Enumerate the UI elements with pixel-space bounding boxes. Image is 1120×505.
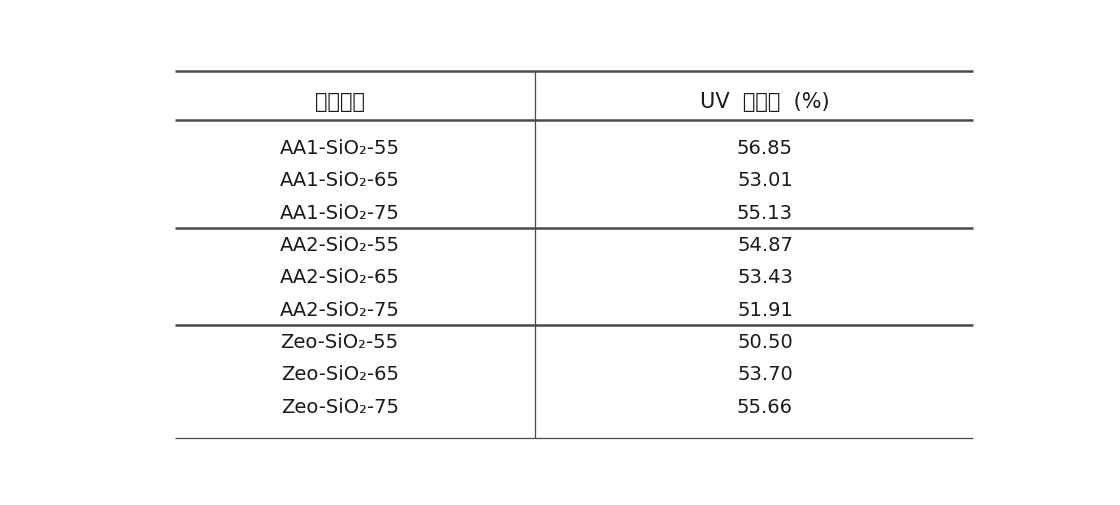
Text: 53.01: 53.01 bbox=[737, 171, 793, 190]
Text: 55.13: 55.13 bbox=[737, 203, 793, 222]
Text: 53.70: 53.70 bbox=[737, 365, 793, 383]
Text: 50.50: 50.50 bbox=[737, 332, 793, 351]
Text: AA1-SiO₂-65: AA1-SiO₂-65 bbox=[280, 171, 400, 190]
Text: 51.91: 51.91 bbox=[737, 300, 793, 319]
Text: Zeo-SiO₂-55: Zeo-SiO₂-55 bbox=[281, 332, 399, 351]
Text: 55.66: 55.66 bbox=[737, 397, 793, 416]
Text: AA2-SiO₂-75: AA2-SiO₂-75 bbox=[280, 300, 400, 319]
Text: AA2-SiO₂-65: AA2-SiO₂-65 bbox=[280, 268, 400, 287]
Text: AA1-SiO₂-55: AA1-SiO₂-55 bbox=[280, 138, 400, 158]
Text: Zeo-SiO₂-75: Zeo-SiO₂-75 bbox=[281, 397, 399, 416]
Text: 시트종류: 시트종류 bbox=[315, 91, 365, 112]
Text: AA2-SiO₂-55: AA2-SiO₂-55 bbox=[280, 235, 400, 255]
Text: AA1-SiO₂-75: AA1-SiO₂-75 bbox=[280, 203, 400, 222]
Text: UV  차단율  (%): UV 차단율 (%) bbox=[700, 91, 830, 112]
Text: 54.87: 54.87 bbox=[737, 235, 793, 255]
Text: 53.43: 53.43 bbox=[737, 268, 793, 287]
Text: 56.85: 56.85 bbox=[737, 138, 793, 158]
Text: Zeo-SiO₂-65: Zeo-SiO₂-65 bbox=[281, 365, 399, 383]
